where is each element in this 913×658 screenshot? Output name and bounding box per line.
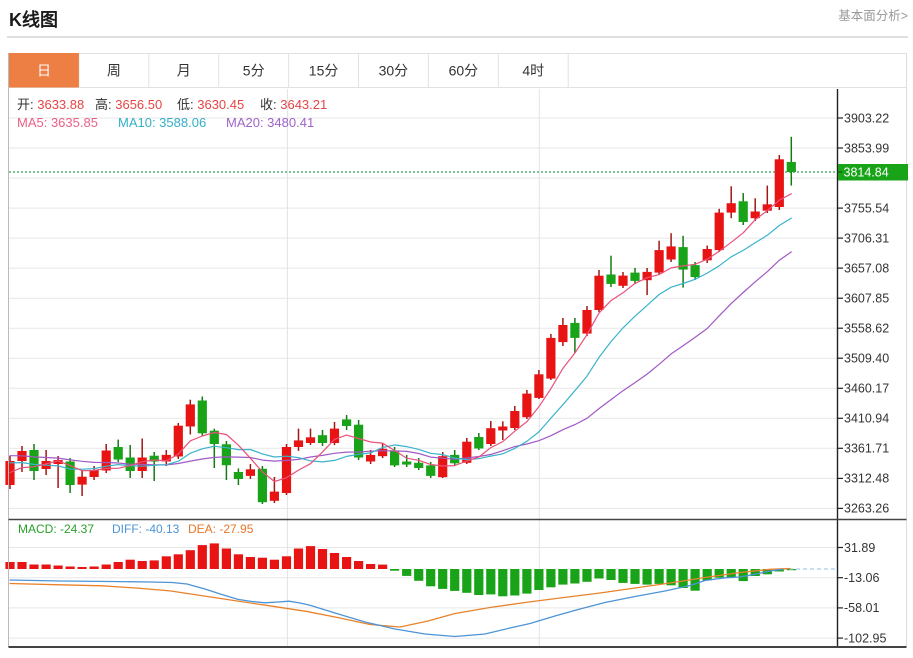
svg-text:31.89: 31.89 (844, 541, 875, 555)
svg-text:基本面分析>: 基本面分析> (838, 9, 908, 23)
svg-text:日: 日 (37, 63, 51, 79)
svg-text:3558.62: 3558.62 (844, 322, 889, 336)
svg-text:3460.17: 3460.17 (844, 382, 889, 396)
svg-text:3755.54: 3755.54 (844, 201, 889, 215)
svg-text:3903.22: 3903.22 (844, 111, 889, 125)
svg-text:3853.99: 3853.99 (844, 141, 889, 155)
svg-text:-102.95: -102.95 (844, 631, 886, 645)
svg-text:4时: 4时 (522, 63, 544, 79)
svg-text:5分: 5分 (243, 63, 265, 79)
svg-text:K线图: K线图 (9, 9, 58, 30)
svg-text:60分: 60分 (449, 63, 479, 79)
svg-text:3657.08: 3657.08 (844, 261, 889, 275)
svg-text:30分: 30分 (379, 63, 409, 79)
svg-text:3706.31: 3706.31 (844, 231, 889, 245)
svg-text:月: 月 (177, 63, 191, 79)
svg-text:开: 3633.88高: 3656.50低: 3630.45: 开: 3633.88 高: 3656.50 低: 3630.45 收: 3643.21 (17, 97, 327, 112)
svg-text:3607.85: 3607.85 (844, 292, 889, 306)
svg-text:-13.06: -13.06 (844, 571, 879, 585)
svg-text:3312.48: 3312.48 (844, 472, 889, 486)
svg-text:-58.01: -58.01 (844, 601, 879, 615)
svg-text:3361.71: 3361.71 (844, 442, 889, 456)
svg-text:3814.84: 3814.84 (844, 166, 889, 180)
svg-text:3263.26: 3263.26 (844, 502, 889, 516)
svg-text:3410.94: 3410.94 (844, 412, 889, 426)
svg-text:3509.40: 3509.40 (844, 352, 889, 366)
svg-text:15分: 15分 (309, 63, 339, 79)
svg-text:周: 周 (107, 63, 121, 79)
